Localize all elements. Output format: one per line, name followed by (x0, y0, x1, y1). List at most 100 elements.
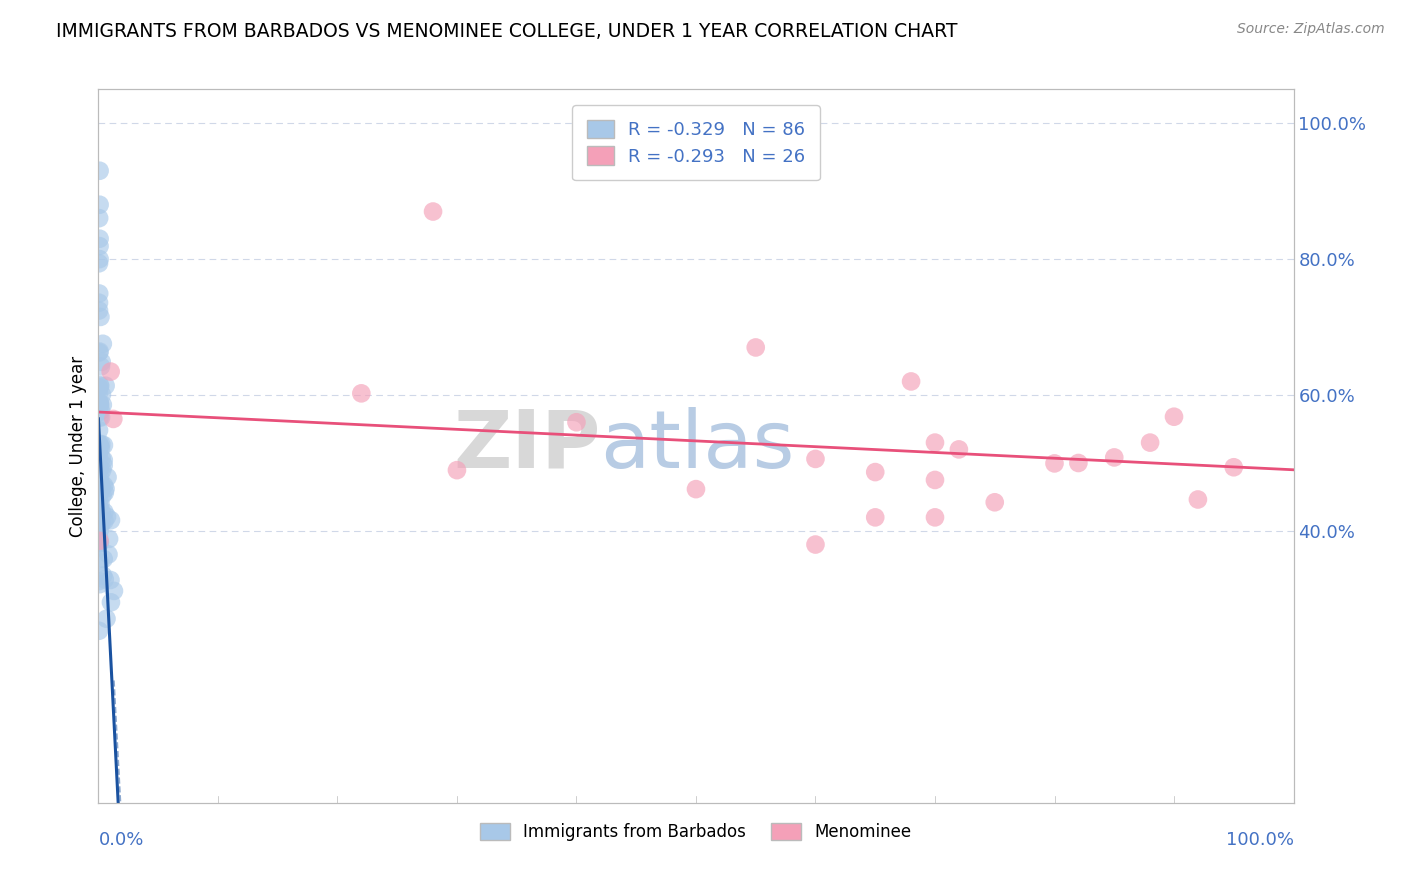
Point (565, 415, 588, 429)
Point (90, 387, 112, 401)
Point (90, 410, 112, 425)
Point (94, 485, 117, 500)
Point (90, 481, 112, 495)
Point (1104, 450, 1126, 465)
Point (89, 533, 111, 548)
Point (948, 442, 970, 457)
Point (100, 573, 122, 587)
Point (100, 595, 122, 609)
Point (984, 495, 1007, 509)
Point (87, 450, 110, 465)
Point (685, 482, 707, 496)
Point (91, 463, 114, 477)
Point (100, 513, 122, 527)
Point (91, 488, 114, 502)
Point (1043, 457, 1066, 471)
Point (89, 286, 111, 301)
Point (446, 463, 468, 477)
Point (1067, 456, 1090, 470)
Point (924, 435, 946, 450)
Point (93, 438, 115, 452)
Point (94, 378, 117, 392)
Point (100, 365, 122, 379)
Point (87, 256, 110, 270)
Point (87, 536, 110, 550)
Text: ZIP: ZIP (453, 407, 600, 485)
Text: IMMIGRANTS FROM BARBADOS VS MENOMINEE COLLEGE, UNDER 1 YEAR CORRELATION CHART: IMMIGRANTS FROM BARBADOS VS MENOMINEE CO… (56, 22, 957, 41)
Legend: Immigrants from Barbados, Menominee: Immigrants from Barbados, Menominee (474, 816, 918, 848)
Point (89, 211, 111, 226)
Point (865, 465, 887, 479)
Point (89, 397, 111, 411)
Point (89, 555, 111, 569)
Point (87, 381, 110, 395)
Point (804, 451, 827, 466)
Text: 100.0%: 100.0% (1226, 831, 1294, 849)
Point (90, 483, 112, 497)
Point (97, 548, 120, 562)
Point (89, 232, 111, 246)
Point (89, 470, 111, 484)
Point (350, 386, 373, 401)
Point (87, 437, 110, 451)
Point (93, 552, 115, 566)
Point (91, 398, 114, 412)
Point (89, 461, 111, 475)
Point (924, 510, 946, 524)
Point (90, 437, 112, 451)
Text: 0.0%: 0.0% (98, 831, 143, 849)
Point (89, 398, 111, 412)
Point (90, 355, 112, 369)
Point (93, 458, 115, 473)
Point (1139, 435, 1161, 450)
Point (90, 441, 112, 455)
Point (87, 395, 110, 409)
Point (97, 470, 120, 484)
Point (87, 444, 110, 458)
Point (89, 535, 111, 549)
Point (89, 405, 111, 419)
Point (93, 453, 115, 467)
Point (89, 536, 111, 550)
Point (87, 423, 110, 437)
Point (91, 568, 114, 582)
Point (89, 577, 111, 591)
Point (87, 303, 110, 318)
Point (90, 475, 112, 490)
Point (89, 410, 111, 425)
Point (89, 523, 111, 537)
Point (93, 478, 115, 492)
Text: Source: ZipAtlas.com: Source: ZipAtlas.com (1237, 22, 1385, 37)
Point (103, 583, 125, 598)
Point (89, 404, 111, 418)
Point (96, 612, 118, 626)
Y-axis label: College, Under 1 year: College, Under 1 year (69, 355, 87, 537)
Point (87, 345, 110, 359)
Point (93, 514, 115, 528)
Point (91, 336, 114, 351)
Point (90, 505, 112, 519)
Point (865, 510, 887, 524)
Point (89, 438, 111, 452)
Point (89, 163, 111, 178)
Point (89, 487, 111, 501)
Point (87, 463, 110, 477)
Point (900, 375, 922, 389)
Point (422, 204, 444, 219)
Point (90, 516, 112, 530)
Point (87, 295, 110, 310)
Point (93, 505, 115, 519)
Point (87, 517, 110, 532)
Point (87, 386, 110, 401)
Point (93, 572, 115, 586)
Point (87, 497, 110, 511)
Point (1223, 460, 1246, 475)
Point (90, 451, 112, 466)
Point (90, 359, 112, 374)
Point (89, 239, 111, 253)
Point (924, 473, 946, 487)
Point (87, 474, 110, 488)
Point (89, 344, 111, 359)
Point (98, 532, 121, 546)
Point (87, 624, 110, 638)
